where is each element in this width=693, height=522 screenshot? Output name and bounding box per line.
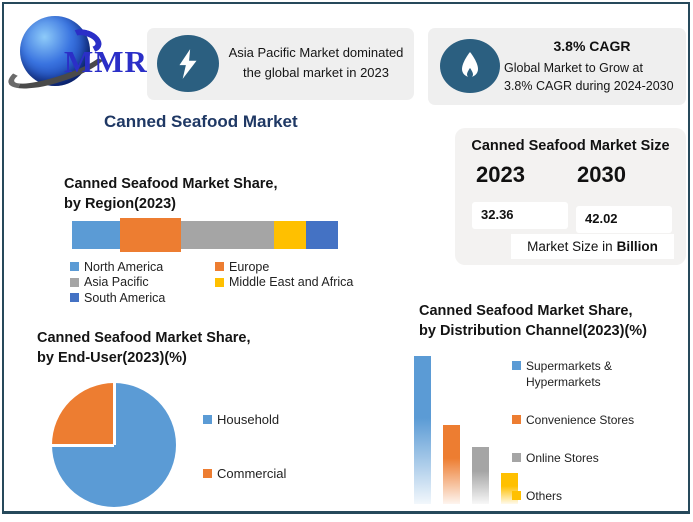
- legend-marker-icon: [512, 453, 521, 462]
- legend-label: Convenience Stores: [526, 413, 635, 427]
- legend-label: Europe: [229, 259, 270, 274]
- legend-item: Online Stores: [512, 450, 670, 466]
- market-size-year-2030: 2030: [577, 162, 626, 187]
- legend-marker-icon: [215, 277, 224, 287]
- distribution-bar: [414, 356, 431, 504]
- market-size-card: Canned Seafood Market Size 2023 2030 32.…: [455, 128, 686, 265]
- region-bar-segment: [181, 221, 275, 249]
- distribution-legend: Supermarkets & Hypermarkets Convenience S…: [512, 358, 670, 504]
- market-size-value-2030: 42.02: [576, 206, 672, 233]
- legend-label: Middle East and Africa: [229, 275, 354, 290]
- end-user-chart-title: Canned Seafood Market Share, by End-User…: [37, 330, 251, 366]
- legend-item: Europe: [215, 259, 353, 275]
- legend-marker-icon: [203, 469, 212, 478]
- highlight-banner-cagr: 3.8% CAGR Global Market to Grow at 3.8% …: [428, 28, 686, 105]
- distribution-chart-title: Canned Seafood Market Share, by Distribu…: [419, 303, 647, 339]
- market-size-note: Market Size in Billion: [511, 234, 674, 259]
- legend-item: South America: [70, 290, 215, 306]
- highlight-banner-dominance: Asia Pacific Market dominated the global…: [147, 28, 414, 100]
- legend-item: Asia Pacific: [70, 275, 215, 291]
- logo-text: MMR: [64, 44, 148, 79]
- legend-item: Convenience Stores: [512, 412, 670, 428]
- region-bar-segment: [306, 221, 338, 249]
- legend-marker-icon: [512, 415, 521, 424]
- region-bar-segment: [72, 221, 120, 249]
- legend-marker-icon: [512, 361, 521, 370]
- legend-label: Online Stores: [526, 451, 599, 465]
- legend-marker-icon: [70, 262, 79, 272]
- region-bar-segment: [274, 221, 307, 249]
- region-chart-title: Canned Seafood Market Share, by Region(2…: [64, 176, 278, 212]
- legend-item: Commercial: [203, 466, 286, 481]
- region-legend: North America Asia Pacific South America Eu…: [70, 259, 353, 306]
- legend-label: South America: [84, 290, 166, 305]
- legend-label: Others: [526, 489, 563, 503]
- end-user-pie: [52, 383, 176, 507]
- region-stacked-bar: [72, 218, 338, 252]
- legend-label: Asia Pacific: [84, 275, 149, 290]
- legend-marker-icon: [70, 293, 79, 303]
- end-user-legend: Household Commercial: [203, 412, 286, 481]
- globe-icon: [20, 16, 90, 86]
- mmr-logo: MMR: [3, 12, 150, 98]
- legend-item: Household: [203, 412, 286, 427]
- legend-marker-icon: [215, 262, 224, 272]
- legend-label: Commercial: [217, 466, 287, 481]
- flame-icon: [440, 39, 500, 93]
- distribution-bar: [443, 425, 460, 504]
- legend-marker-icon: [512, 491, 521, 500]
- lightning-icon: [157, 35, 219, 92]
- pie-separator: [52, 443, 114, 447]
- legend-label: North America: [84, 259, 164, 274]
- legend-item: Supermarkets & Hypermarkets: [512, 358, 670, 390]
- region-bar-segment: [119, 218, 182, 252]
- legend-label: Household: [217, 412, 280, 427]
- legend-item: North America: [70, 259, 215, 275]
- market-size-title: Canned Seafood Market Size: [471, 138, 670, 154]
- market-size-year-2023: 2023: [476, 162, 525, 187]
- legend-marker-icon: [203, 415, 212, 424]
- legend-label: Supermarkets & Hypermarkets: [526, 359, 613, 389]
- cagr-title: 3.8% CAGR: [553, 38, 631, 54]
- dominance-text: Asia Pacific Market dominated the global…: [228, 45, 404, 80]
- market-size-value-2023: 32.36: [472, 202, 568, 229]
- page-title: Canned Seafood Market: [104, 112, 298, 131]
- legend-item: Middle East and Africa: [215, 275, 353, 291]
- pie-separator: [112, 383, 116, 445]
- distribution-bar: [472, 447, 489, 504]
- distribution-bars: [414, 356, 518, 504]
- legend-marker-icon: [70, 277, 79, 287]
- legend-item: Others: [512, 488, 670, 504]
- cagr-text: Global Market to Grow at 3.8% CAGR durin…: [504, 61, 674, 93]
